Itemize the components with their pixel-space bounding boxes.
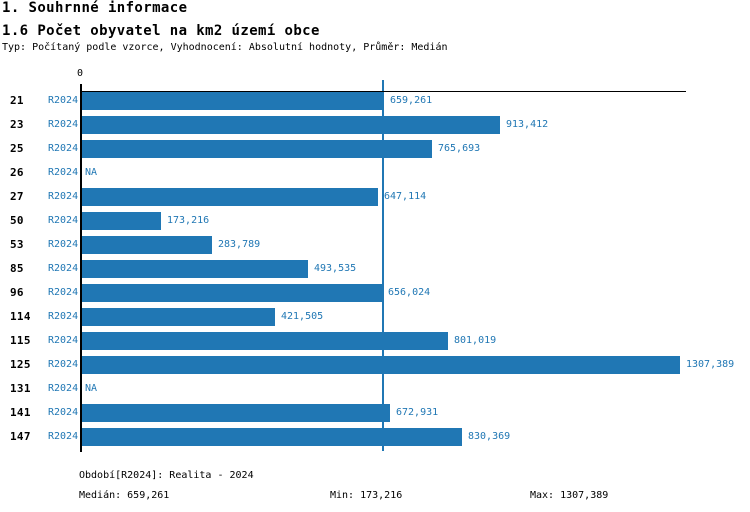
- row-category-label: 50: [10, 214, 24, 227]
- chart-row: 23 R2024 913,412: [0, 116, 750, 134]
- footer-period-label: Období[R2024]: Realita - 2024: [79, 470, 254, 481]
- bar-value-label: 283,789: [218, 239, 261, 250]
- row-category-label: 114: [10, 310, 31, 323]
- chart-row: 141 R2024 672,931: [0, 404, 750, 422]
- row-category-label: 27: [10, 190, 24, 203]
- row-period-label: R2024: [48, 191, 79, 202]
- chart-row: 147 R2024 830,369: [0, 428, 750, 446]
- footer-max-label: Max: 1307,389: [530, 490, 609, 501]
- row-period-label: R2024: [48, 239, 79, 250]
- bar: [82, 404, 390, 422]
- row-category-label: 115: [10, 334, 31, 347]
- chart-row: 21 R2024 659,261: [0, 92, 750, 110]
- row-category-label: 23: [10, 118, 24, 131]
- row-period-label: R2024: [48, 311, 79, 322]
- bar-value-label: 493,535: [314, 263, 357, 274]
- chart-title: 1.6 Počet obyvatel na km2 území obce: [2, 23, 320, 39]
- footer-median-label: Medián: 659,261: [79, 490, 170, 501]
- bar: [82, 188, 378, 206]
- y-axis-line: [80, 84, 82, 452]
- row-category-label: 25: [10, 142, 24, 155]
- chart-subtitle: Typ: Počítaný podle vzorce, Vyhodnocení:…: [2, 42, 448, 53]
- bar-value-label: 913,412: [506, 119, 549, 130]
- row-category-label: 53: [10, 238, 24, 251]
- chart-row: 27 R2024 647,114: [0, 188, 750, 206]
- row-category-label: 125: [10, 358, 31, 371]
- bar: [82, 428, 462, 446]
- row-period-label: R2024: [48, 359, 79, 370]
- row-period-label: R2024: [48, 167, 79, 178]
- chart-row: 25 R2024 765,693: [0, 140, 750, 158]
- chart-row: 131 R2024 NA: [0, 380, 750, 398]
- row-category-label: 131: [10, 382, 31, 395]
- chart-row: 96 R2024 656,024: [0, 284, 750, 302]
- row-period-label: R2024: [48, 407, 79, 418]
- chart-row: 115 R2024 801,019: [0, 332, 750, 350]
- row-period-label: R2024: [48, 119, 79, 130]
- bar: [82, 284, 382, 302]
- footer-min-label: Min: 173,216: [330, 490, 403, 501]
- chart-row: 26 R2024 NA: [0, 164, 750, 182]
- row-period-label: R2024: [48, 95, 79, 106]
- bar: [82, 356, 680, 374]
- bar-value-label: 173,216: [167, 215, 210, 226]
- chart-row: 50 R2024 173,216: [0, 212, 750, 230]
- x-axis-zero-tick-label: 0: [76, 68, 84, 79]
- bar: [82, 260, 308, 278]
- bar-value-label: 801,019: [454, 335, 497, 346]
- bar: [82, 116, 500, 134]
- bar-value-label: NA: [85, 383, 98, 394]
- bar-value-label: 656,024: [388, 287, 431, 298]
- x-axis-line: [80, 91, 686, 92]
- report-section-title: 1. Souhrnné informace: [2, 0, 188, 16]
- row-period-label: R2024: [48, 431, 79, 442]
- chart-row: 53 R2024 283,789: [0, 236, 750, 254]
- row-category-label: 85: [10, 262, 24, 275]
- row-category-label: 26: [10, 166, 24, 179]
- row-period-label: R2024: [48, 215, 79, 226]
- chart-row: 125 R2024 1307,389: [0, 356, 750, 374]
- row-period-label: R2024: [48, 263, 79, 274]
- bar-value-label: 659,261: [390, 95, 433, 106]
- bar-value-label: 647,114: [384, 191, 427, 202]
- bar-value-label: 1307,389: [686, 359, 735, 370]
- bar: [82, 212, 161, 230]
- row-period-label: R2024: [48, 383, 79, 394]
- row-category-label: 141: [10, 406, 31, 419]
- bar: [82, 236, 212, 254]
- row-period-label: R2024: [48, 143, 79, 154]
- chart-row: 85 R2024 493,535: [0, 260, 750, 278]
- bar-value-label: 830,369: [468, 431, 511, 442]
- row-category-label: 21: [10, 94, 24, 107]
- bar: [82, 140, 432, 158]
- bar: [82, 92, 384, 110]
- row-category-label: 96: [10, 286, 24, 299]
- bar-value-label: 672,931: [396, 407, 439, 418]
- row-period-label: R2024: [48, 335, 79, 346]
- chart-row: 114 R2024 421,505: [0, 308, 750, 326]
- bar: [82, 332, 448, 350]
- bar-value-label: 421,505: [281, 311, 324, 322]
- row-period-label: R2024: [48, 287, 79, 298]
- bar-value-label: 765,693: [438, 143, 481, 154]
- median-line: [382, 80, 384, 451]
- row-category-label: 147: [10, 430, 31, 443]
- bar-value-label: NA: [85, 167, 98, 178]
- bar: [82, 308, 275, 326]
